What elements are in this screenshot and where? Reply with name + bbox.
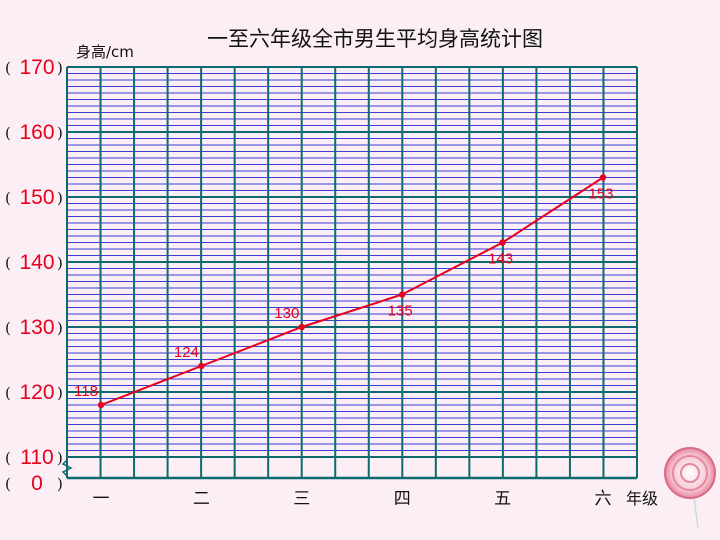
tick-paren-right: ) [57, 254, 63, 272]
tick-paren-left: ( [5, 189, 11, 207]
axes [61, 67, 637, 480]
tick-paren-left: ( [5, 449, 11, 467]
x-tick-labels: 一二三四五六 [93, 489, 612, 509]
y-tick: (110) [5, 446, 63, 469]
data-label: 153 [588, 186, 613, 203]
y-tick-label: 0 [31, 472, 43, 495]
data-label: 135 [388, 303, 413, 320]
tick-paren-right: ) [57, 124, 63, 142]
data-point [599, 174, 607, 181]
y-tick-label: 120 [19, 381, 54, 404]
y-tick-label: 150 [19, 186, 54, 209]
axis-break-mark [61, 459, 73, 477]
x-tick-label: 三 [293, 489, 310, 509]
y-tick-label: 170 [19, 56, 54, 79]
tick-paren-left: ( [5, 319, 11, 337]
tick-paren-left: ( [5, 59, 11, 77]
tick-paren-left: ( [5, 124, 11, 142]
tick-paren-right: ) [57, 449, 63, 467]
y-tick: (130) [5, 316, 63, 339]
data-point [499, 239, 506, 246]
data-label: 143 [488, 251, 513, 268]
data-label: 124 [174, 344, 199, 361]
y-tick: (140) [5, 251, 63, 274]
tick-paren-left: ( [5, 384, 11, 402]
tick-paren-right: ) [57, 319, 63, 337]
lollipop-icon [664, 447, 716, 530]
x-tick-label: 五 [494, 489, 511, 509]
x-tick-label: 四 [394, 489, 411, 509]
series-line [97, 174, 607, 409]
data-point [198, 362, 205, 370]
tick-paren-left: ( [5, 475, 11, 493]
y-axis-unit-label: 身高/cm [76, 43, 134, 61]
tick-paren-right: ) [57, 59, 63, 77]
x-tick-label: 二 [193, 489, 210, 509]
data-label: 130 [274, 305, 299, 322]
tick-paren-right: ) [57, 475, 63, 493]
tick-paren-right: ) [57, 189, 63, 207]
tick-paren-left: ( [5, 254, 11, 272]
x-axis-label: 年级 [626, 489, 658, 508]
data-labels: 118 124 130 135 143 153 [74, 186, 613, 401]
data-label: 118 [74, 383, 98, 400]
tick-paren-right: ) [57, 384, 63, 402]
x-tick-label: 六 [595, 489, 612, 509]
data-point [97, 401, 105, 409]
grid [66, 66, 638, 478]
data-point [298, 323, 305, 331]
y-tick-labels: (170)(160)(150)(140)(130)(120)(110)(0) [5, 56, 63, 495]
data-point [399, 291, 406, 298]
y-tick: (150) [5, 186, 63, 209]
y-tick: (170) [5, 56, 63, 79]
y-tick-label: 130 [19, 316, 54, 339]
y-tick: (120) [5, 381, 63, 404]
x-tick-label: 一 [93, 489, 110, 509]
y-tick-label: 110 [20, 446, 53, 469]
y-tick-label: 160 [19, 121, 54, 144]
y-tick: (160) [5, 121, 63, 144]
y-origin-tick: (0) [5, 472, 63, 495]
series-path [100, 176, 604, 406]
y-tick-label: 140 [19, 251, 54, 274]
chart-title: 一至六年级全市男生平均身高统计图 [207, 27, 543, 51]
